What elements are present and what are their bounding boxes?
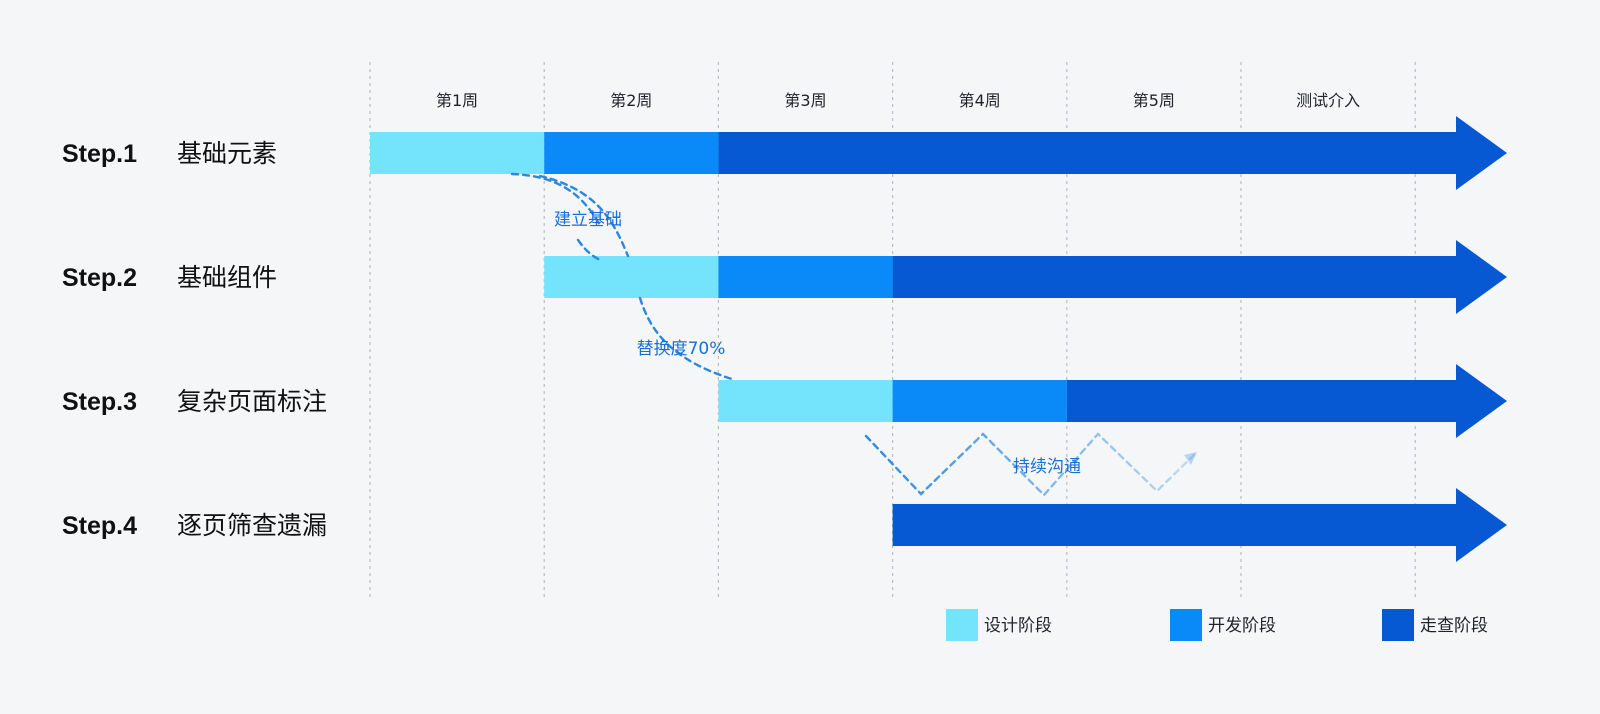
bar-dev-step2 — [718, 256, 893, 298]
step-number: Step.3 — [62, 388, 137, 416]
arrow-head-step4 — [1456, 488, 1507, 562]
connector-curve-replace — [638, 296, 737, 382]
note-foundation: 建立基础 — [554, 210, 622, 230]
week-label: 测试介入 — [1296, 91, 1360, 110]
week-label: 第5周 — [1133, 91, 1175, 110]
annotation-notes: 建立基础 替换度70% 持续沟通 — [554, 210, 1081, 477]
legend: 设计阶段 开发阶段 走查阶段 — [946, 609, 1488, 641]
bar-review-step2 — [892, 256, 1457, 298]
connector-curve-b — [538, 174, 630, 258]
bar-design-step2 — [544, 256, 719, 298]
connector-zigzag — [864, 432, 1197, 497]
step-name: 逐页筛查遗漏 — [177, 511, 327, 540]
week-label: 第4周 — [959, 91, 1001, 110]
step-name: 基础元素 — [177, 139, 277, 168]
week-label: 第3周 — [784, 91, 826, 110]
bar-review-step4 — [892, 504, 1457, 546]
connector-curve-c — [576, 238, 602, 262]
bar-dev-step1 — [544, 132, 719, 174]
legend-swatch-dev — [1170, 609, 1202, 641]
step-number: Step.1 — [62, 140, 137, 168]
connectors — [510, 172, 1197, 497]
phase-bars — [370, 116, 1507, 562]
week-label: 第1周 — [436, 91, 478, 110]
connector-curve-a — [510, 172, 602, 227]
legend-swatch-design — [946, 609, 978, 641]
step-name: 基础组件 — [177, 263, 277, 292]
arrow-head-step2 — [1456, 240, 1507, 314]
legend-label-design: 设计阶段 — [984, 616, 1052, 636]
step-labels: Step.1 基础元素 Step.2 基础组件 Step.3 复杂页面标注 Step.4 逐页… — [62, 139, 327, 540]
bar-design-step3 — [718, 380, 893, 422]
bar-design-step1 — [370, 132, 545, 174]
legend-label-review: 走查阶段 — [1420, 616, 1488, 636]
zigzag-arrow-icon — [1184, 452, 1197, 465]
step-number: Step.2 — [62, 264, 137, 292]
note-replace-rate: 替换度70% — [637, 339, 726, 359]
step-name: 复杂页面标注 — [177, 387, 327, 416]
week-label: 第2周 — [610, 91, 652, 110]
bar-review-step1 — [718, 132, 1457, 174]
legend-label-dev: 开发阶段 — [1208, 616, 1276, 636]
step-number: Step.4 — [62, 512, 137, 540]
arrow-head-step1 — [1456, 116, 1507, 190]
bar-dev-step3 — [892, 380, 1067, 422]
legend-swatch-review — [1382, 609, 1414, 641]
bar-review-step3 — [1066, 380, 1457, 422]
note-communicate: 持续沟通 — [1013, 457, 1081, 477]
arrow-head-step3 — [1456, 364, 1507, 438]
week-header: 第1周 第2周 第3周 第4周 第5周 测试介入 — [436, 91, 1360, 110]
